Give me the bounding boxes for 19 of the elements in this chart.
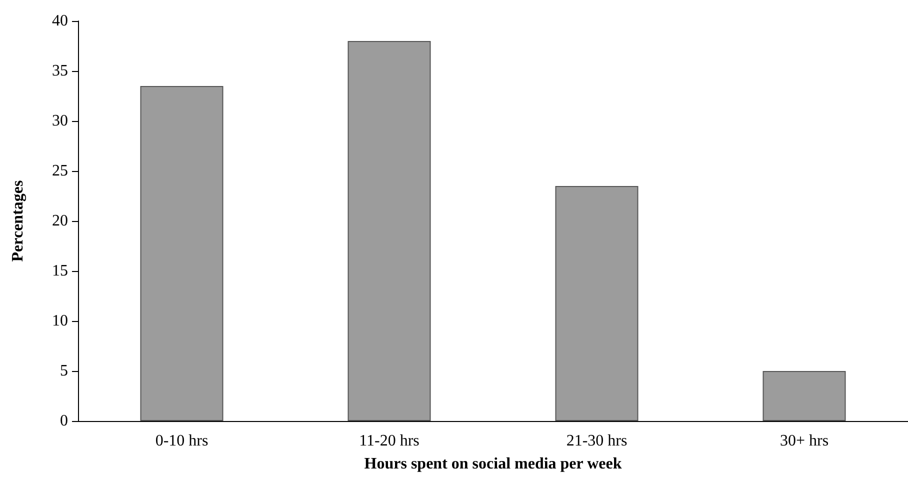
bar: [348, 41, 431, 421]
y-tick-label: 0: [60, 412, 68, 430]
x-tick-label: 30+ hrs: [780, 432, 829, 450]
y-tick-label: 5: [60, 362, 68, 380]
y-tick-label: 10: [52, 312, 68, 330]
y-axis-title: Percentages: [10, 180, 26, 262]
x-tick-label: 11-20 hrs: [359, 432, 420, 450]
y-tick-label: 35: [52, 62, 68, 80]
bar: [762, 371, 846, 421]
y-tick-label: 25: [52, 162, 68, 180]
x-tick-label: 0-10 hrs: [155, 432, 208, 450]
x-axis-title: Hours spent on social media per week: [364, 456, 622, 472]
y-tick-label: 15: [52, 262, 68, 280]
x-tick-label: 21-30 hrs: [566, 432, 628, 450]
bar: [555, 186, 638, 421]
y-tick-label: 40: [52, 12, 68, 30]
y-tick-label: 30: [52, 112, 68, 130]
y-tick-label: 20: [52, 212, 68, 230]
bar: [140, 86, 224, 421]
